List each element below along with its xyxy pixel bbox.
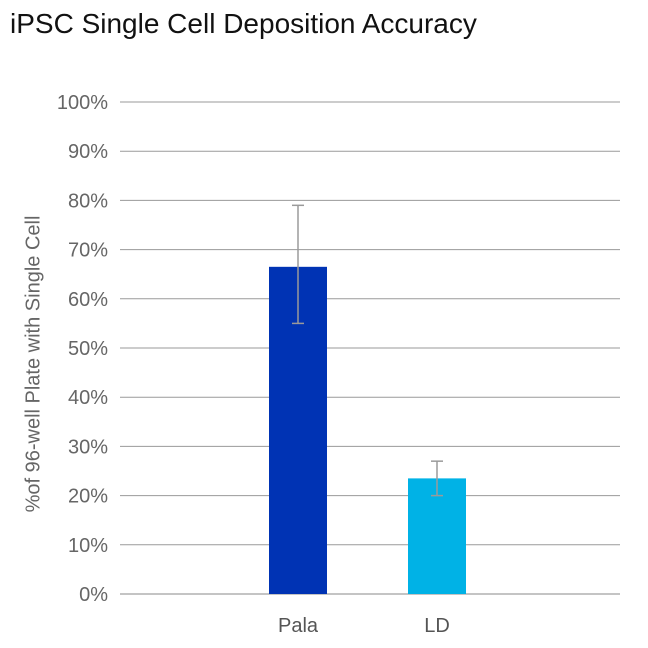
y-tick-label: 20% [68,486,108,508]
x-category-label: Pala [278,615,319,637]
error-bar-pala [292,204,304,325]
y-tick-label: 50% [68,338,108,360]
y-tick-label: 30% [68,436,108,458]
y-tick-label: 100% [57,92,108,114]
y-tick-label: 90% [68,141,108,163]
y-axis-ticks: 0% 10% 20% 30% 40% 50% 60% 70% 80% 90% 100% [57,92,108,606]
y-tick-label: 60% [68,289,108,311]
x-axis-categories: Pala LD [278,615,450,637]
y-tick-label: 0% [79,584,108,606]
gridlines [120,101,620,595]
y-tick-label: 70% [68,240,108,262]
x-category-label: LD [424,615,450,637]
error-bars [292,204,443,497]
bars [269,266,466,594]
chart-title: iPSC Single Cell Deposition Accuracy [10,8,477,39]
error-bar-ld [431,460,443,497]
y-tick-label: 80% [68,190,108,212]
bar-ld [408,478,466,594]
y-tick-label: 10% [68,535,108,557]
y-tick-label: 40% [68,387,108,409]
